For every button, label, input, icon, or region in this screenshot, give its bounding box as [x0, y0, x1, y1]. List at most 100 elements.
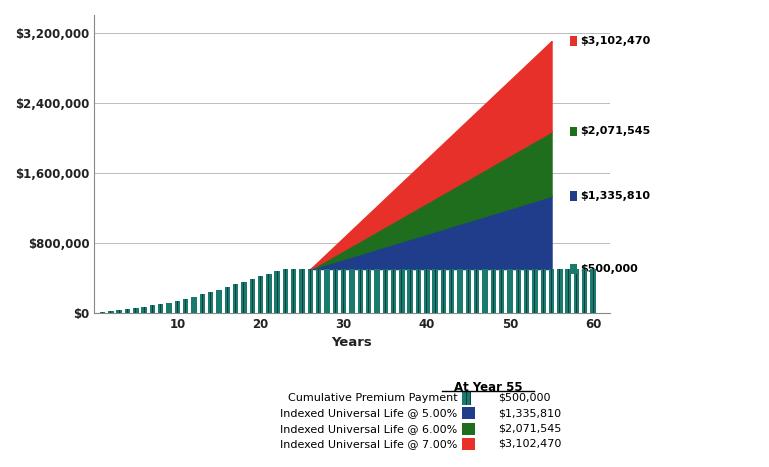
Bar	[375, 269, 380, 313]
Bar	[416, 269, 421, 313]
Bar	[249, 279, 255, 313]
Bar	[102, 312, 103, 313]
Bar	[118, 310, 120, 313]
Bar	[449, 269, 454, 313]
Bar	[100, 312, 105, 313]
Bar	[358, 269, 363, 313]
Bar	[351, 269, 352, 313]
Bar	[185, 299, 186, 313]
Bar	[116, 310, 122, 313]
Bar	[208, 292, 213, 313]
Text: $500,000: $500,000	[498, 393, 551, 403]
Bar	[526, 269, 527, 313]
Bar	[482, 269, 488, 313]
Text: $500,000: $500,000	[581, 264, 638, 274]
Bar	[202, 295, 203, 313]
Bar	[152, 305, 153, 313]
Bar	[534, 269, 535, 313]
Bar	[515, 269, 521, 313]
Bar	[543, 269, 544, 313]
Bar	[349, 269, 355, 313]
Bar	[183, 299, 188, 313]
Bar	[382, 269, 388, 313]
Text: Indexed Universal Life @ 7.00%: Indexed Universal Life @ 7.00%	[280, 439, 458, 449]
Bar	[451, 269, 452, 313]
Bar	[335, 269, 336, 313]
Bar	[218, 290, 219, 313]
Text: Cumulative Premium Payment: Cumulative Premium Payment	[288, 393, 458, 403]
Text: Indexed Universal Life @ 6.00%: Indexed Universal Life @ 6.00%	[281, 424, 458, 434]
Bar	[476, 269, 477, 313]
Bar	[524, 269, 529, 313]
FancyBboxPatch shape	[570, 127, 578, 136]
Bar	[125, 309, 130, 313]
Bar	[316, 269, 321, 313]
Bar	[576, 269, 577, 313]
Bar	[410, 269, 411, 313]
Bar	[424, 269, 430, 313]
Bar	[432, 269, 438, 313]
Bar	[175, 302, 180, 313]
Bar	[493, 269, 494, 313]
Bar	[166, 303, 171, 313]
FancyBboxPatch shape	[570, 264, 578, 274]
Bar	[200, 295, 205, 313]
Bar	[491, 269, 496, 313]
Bar	[341, 269, 346, 313]
Bar	[310, 269, 311, 313]
Bar	[574, 269, 579, 313]
Bar	[551, 269, 552, 313]
Bar	[366, 269, 371, 313]
Bar	[460, 269, 461, 313]
Bar	[191, 297, 197, 313]
Bar	[558, 269, 563, 313]
Bar	[434, 269, 435, 313]
Bar	[277, 271, 278, 313]
Bar	[393, 269, 394, 313]
Bar	[360, 269, 361, 313]
Text: Indexed Universal Life @ 5.00%: Indexed Universal Life @ 5.00%	[281, 408, 458, 418]
Bar	[177, 302, 178, 313]
Bar	[584, 269, 585, 313]
Bar	[260, 276, 261, 313]
Bar	[508, 269, 513, 313]
Text: $1,335,810: $1,335,810	[581, 191, 651, 201]
Bar	[225, 287, 230, 313]
Bar	[327, 269, 328, 313]
Bar	[266, 274, 271, 313]
Bar	[194, 297, 195, 313]
Bar	[294, 269, 295, 313]
Text: At Year 55: At Year 55	[454, 381, 523, 394]
Bar	[150, 305, 155, 313]
Bar	[468, 269, 469, 313]
Bar	[216, 290, 221, 313]
Bar	[333, 269, 338, 313]
X-axis label: Years: Years	[331, 336, 372, 349]
Bar	[283, 269, 288, 313]
Bar	[318, 269, 319, 313]
Bar	[443, 269, 444, 313]
Bar	[258, 276, 263, 313]
Bar	[127, 309, 128, 313]
Text: $3,102,470: $3,102,470	[498, 439, 561, 449]
Bar	[399, 269, 404, 313]
Bar	[384, 269, 385, 313]
Text: $3,102,470: $3,102,470	[581, 36, 651, 46]
Bar	[368, 269, 369, 313]
Bar	[227, 287, 228, 313]
Bar	[325, 269, 330, 313]
Bar	[158, 304, 164, 313]
Bar	[144, 307, 145, 313]
Bar	[559, 269, 561, 313]
Bar	[401, 269, 402, 313]
Bar	[510, 269, 511, 313]
Bar	[233, 284, 238, 313]
Bar	[565, 269, 571, 313]
Bar	[241, 282, 247, 313]
Bar	[235, 284, 236, 313]
Bar	[111, 311, 112, 313]
Text: $2,071,545: $2,071,545	[581, 127, 651, 136]
Bar	[275, 271, 280, 313]
Bar	[582, 269, 588, 313]
Bar	[484, 269, 485, 313]
